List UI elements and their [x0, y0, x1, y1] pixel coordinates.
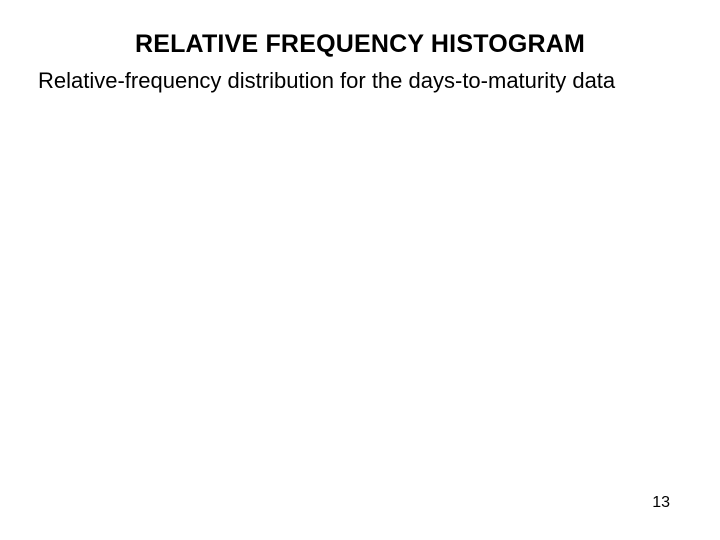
page-number: 13: [652, 494, 670, 512]
slide-subtitle: Relative-frequency distribution for the …: [38, 68, 615, 94]
slide: RELATIVE FREQUENCY HISTOGRAM Relative-fr…: [0, 0, 720, 540]
slide-title: RELATIVE FREQUENCY HISTOGRAM: [0, 30, 720, 59]
